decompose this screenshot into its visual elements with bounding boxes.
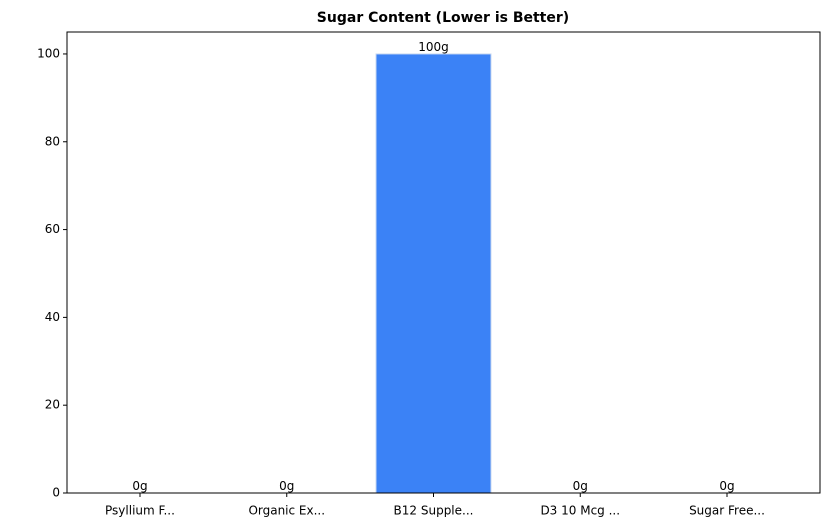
y-tick-label: 0 — [52, 486, 60, 500]
y-tick-label: 80 — [45, 134, 60, 148]
value-label: 0g — [719, 479, 734, 493]
value-label: 0g — [279, 479, 294, 493]
value-label: 0g — [573, 479, 588, 493]
plot-frame — [66, 31, 821, 494]
x-tick-label: D3 10 Mcg ... — [540, 504, 620, 518]
x-tick-label: B12 Supple... — [394, 504, 474, 518]
x-tick-label: Sugar Free... — [689, 504, 765, 518]
y-tick-label: 20 — [45, 398, 60, 412]
y-tick-label: 40 — [45, 310, 60, 324]
x-tick-label: Organic Ex... — [248, 504, 325, 518]
chart-title: Sugar Content (Lower is Better) — [317, 10, 569, 26]
y-tick-label: 100 — [37, 46, 60, 60]
bar — [375, 53, 492, 494]
y-tick-label: 60 — [45, 222, 60, 236]
value-label: 100g — [418, 40, 449, 54]
x-tick-label: Psyllium F... — [105, 504, 175, 518]
value-label: 0g — [132, 479, 147, 493]
